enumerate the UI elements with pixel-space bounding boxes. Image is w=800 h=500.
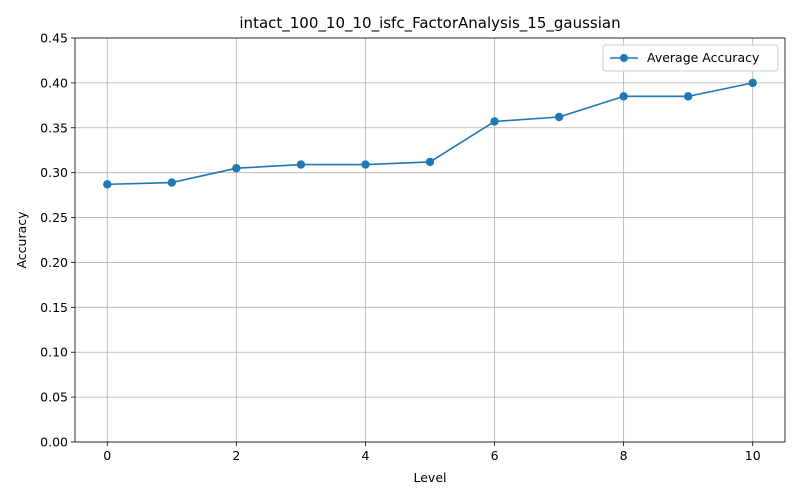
series-average-accuracy (103, 78, 757, 189)
y-tick-label: 0.25 (40, 210, 68, 225)
data-point (748, 78, 757, 88)
x-axis-label: Level (414, 470, 447, 485)
y-axis-ticks: 0.00 0.05 0.10 0.15 0.20 0.25 0.30 0.35 0.40 0.45 (40, 31, 75, 450)
x-tick-label: 6 (491, 448, 499, 463)
legend-marker-swatch (620, 54, 628, 62)
grid (75, 37, 785, 443)
y-tick-label: 0.10 (40, 345, 68, 360)
y-tick-label: 0.35 (40, 120, 68, 135)
data-point (167, 178, 177, 187)
y-tick-label: 0.05 (40, 390, 68, 405)
chart-title: intact_100_10_10_isfc_FactorAnalysis_15_… (239, 14, 620, 33)
data-point (683, 92, 693, 101)
y-tick-label: 0.45 (40, 31, 68, 46)
x-tick-label: 2 (232, 448, 240, 463)
x-tick-label: 8 (620, 448, 628, 463)
y-tick-label: 0.40 (40, 75, 68, 90)
x-axis-ticks: 0 2 4 6 8 10 (103, 442, 761, 463)
plot-frame (74, 37, 786, 443)
data-point (232, 163, 241, 173)
data-point (490, 117, 499, 126)
y-axis-label: Accuracy (14, 211, 29, 269)
x-tick-label: 4 (361, 448, 369, 463)
x-tick-label: 0 (103, 448, 111, 463)
y-tick-label: 0.15 (40, 300, 68, 315)
y-tick-label: 0.20 (40, 255, 68, 270)
legend-box (602, 44, 779, 72)
data-point (554, 112, 564, 122)
series-line (107, 82, 753, 186)
y-tick-label: 0.00 (40, 435, 68, 450)
data-point (296, 160, 306, 169)
data-point (619, 92, 628, 101)
data-point (361, 160, 370, 169)
legend: Average Accuracy (602, 44, 779, 72)
y-tick-label: 0.30 (40, 165, 68, 180)
x-tick-label: 10 (745, 448, 761, 463)
data-point (103, 180, 112, 189)
data-point (425, 157, 435, 167)
legend-label: Average Accuracy (647, 50, 760, 65)
